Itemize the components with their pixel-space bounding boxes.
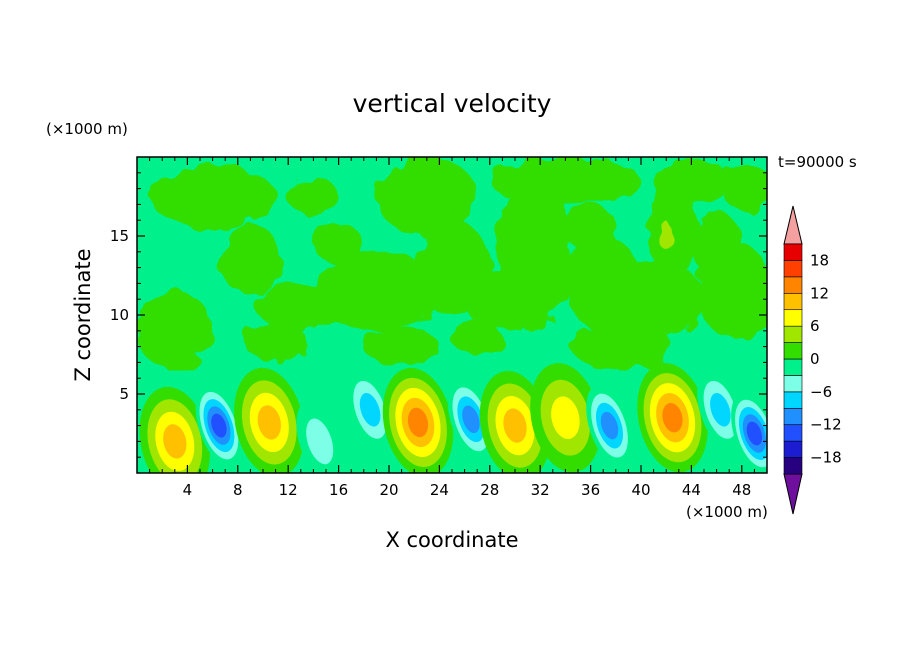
texture-blob [376,157,478,236]
x-tick-label: 48 [732,481,751,499]
x-tick-label: 8 [233,481,243,499]
contour-level [600,411,619,440]
contour-level [710,393,731,427]
downdraft-cell [731,392,767,473]
x-unit-label: (×1000 m) [686,503,768,521]
updraft-cell [234,367,305,473]
y-axis: 5 10 15 [110,172,767,458]
updraft-cell [530,363,601,473]
contour-level [551,396,580,440]
updraft-cell [139,386,211,473]
colorbar-band [783,457,803,475]
colorbar-band [783,342,803,360]
contour-level [211,413,227,438]
texture-blob [489,157,641,205]
colorbar-tick-label: 12 [810,284,829,302]
colorbar-band [783,375,803,393]
x-tick-label: 12 [279,481,298,499]
downdraft-cell [195,384,243,467]
colorbar-band [783,292,803,311]
contour-level [662,403,683,433]
colorbar-tick-label: −18 [810,449,842,467]
colorbar-min-triangle [783,473,803,515]
chart-title: vertical velocity [353,89,552,118]
x-tick-label: 36 [581,481,600,499]
texture-blob [149,164,276,229]
texture-blob [603,259,704,339]
texture-blob [137,291,213,371]
contour-level [746,421,763,446]
x-axis-label: X coordinate [385,528,518,552]
y-axis-label: Z coordinate [71,248,95,381]
y-unit-label: (×1000 m) [46,120,128,138]
upper-band-texture [137,157,767,371]
texture-blob [363,327,440,366]
lower-band-cells [137,363,767,473]
x-tick-label: 16 [329,481,348,499]
colorbar-band [783,391,803,409]
x-tick-label: 40 [631,481,650,499]
texture-blob [722,164,767,213]
downdraft-cell [586,384,633,467]
updraft-cell [637,363,708,473]
texture-blob [496,172,572,331]
contour-field [137,157,767,473]
colorbar-tick-label: −12 [810,416,842,434]
x-tick-label: 20 [379,481,398,499]
contour-level [257,405,281,440]
texture-blob [565,204,616,252]
colorbar-tick-label: −6 [810,383,832,401]
y-tick-label: 5 [119,385,129,403]
texture-blob [313,224,364,263]
texture-blob [288,177,339,216]
colorbar-tick-label: 18 [810,251,829,269]
x-tick-label: 4 [183,481,193,499]
x-tick-label: 32 [531,481,550,499]
downdraft-cell [346,368,394,451]
x-tick-label: 28 [480,481,499,499]
contour-level [306,418,334,465]
updraft-cell [382,367,454,473]
downdraft-cell [697,368,744,451]
texture-blob [571,322,673,371]
contour-level [359,393,381,427]
x-axis: 4 8 12 16 20 24 28 32 36 40 44 48 [149,157,755,499]
x-tick-label: 24 [430,481,449,499]
texture-blob [691,212,742,276]
colorbar-tick-label: 6 [810,317,820,335]
upper-band-spot [659,222,674,250]
colorbar-band [783,424,803,442]
colorbar-tick-label: 0 [810,350,820,368]
texture-blob [452,322,503,355]
texture-blob [218,224,282,295]
y-tick-label: 15 [110,227,129,245]
time-label: t=90000 s [778,153,857,171]
texture-blob [647,180,698,276]
contour-level [407,407,429,438]
colorbar-band [783,309,803,327]
texture-blob [653,158,730,203]
colorbar-band [783,260,803,278]
texture-blob [313,251,440,331]
contour-level [163,424,187,459]
colorbar-band [783,358,803,376]
colorbar: 18 12 6 0 −6 −12 −18 [783,205,842,515]
contour-level [503,408,527,443]
colorbar-band [783,407,803,426]
downdraft-cell [296,400,343,473]
texture-blob [244,322,308,361]
y-tick-label: 10 [110,306,129,324]
colorbar-band [783,276,803,294]
colorbar-max-triangle [783,205,803,245]
contour-level [462,405,480,434]
x-tick-label: 44 [682,481,701,499]
colorbar-band [783,243,803,261]
colorbar-band [783,325,803,343]
colorbar-band [783,440,803,458]
